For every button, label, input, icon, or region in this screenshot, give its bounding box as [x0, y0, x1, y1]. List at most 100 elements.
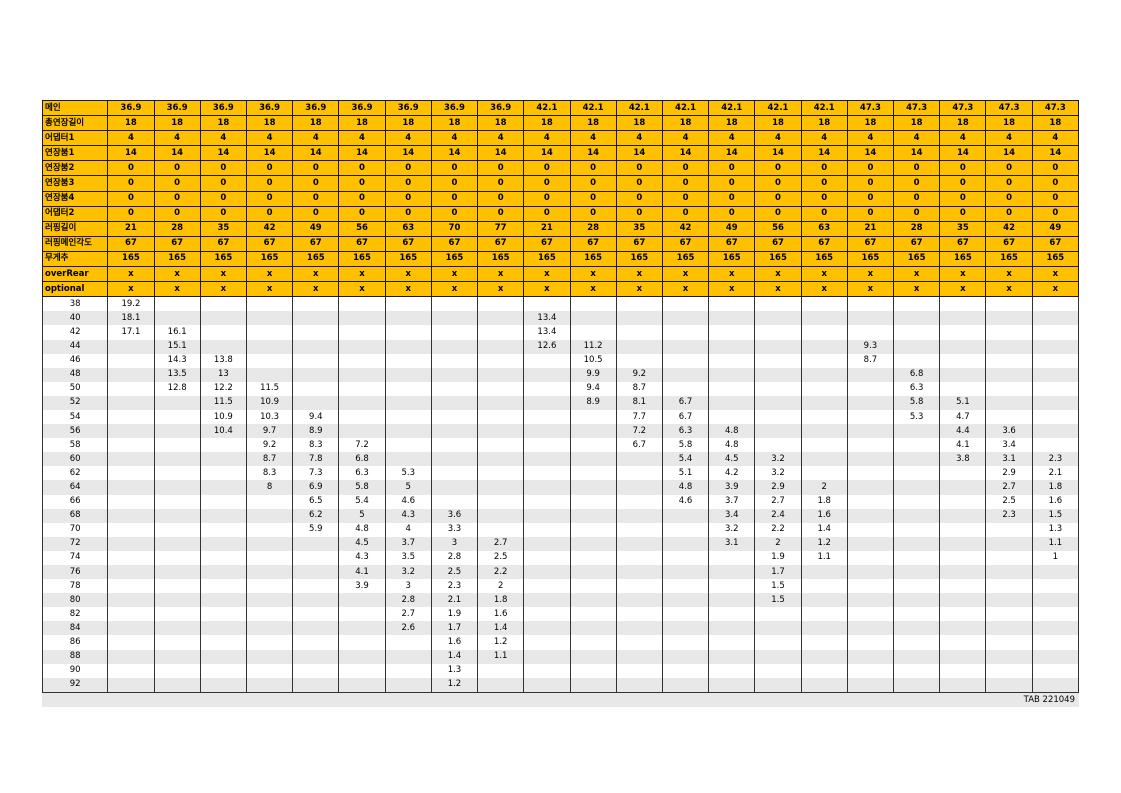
capacity-cell — [708, 677, 756, 693]
capacity-cell — [893, 311, 941, 326]
table-row: 88 1.4 1.1 — [41, 649, 1080, 664]
capacity-cell — [615, 677, 663, 693]
capacity-cell — [338, 395, 386, 410]
config-cell: x — [569, 281, 617, 298]
capacity-cell — [199, 635, 247, 650]
capacity-cell — [1031, 409, 1080, 425]
config-cell: 0 — [1031, 205, 1080, 222]
capacity-cell — [292, 607, 340, 622]
capacity-cell: 8.9 — [292, 424, 340, 439]
capacity-cell — [893, 522, 941, 537]
capacity-cell — [153, 311, 201, 326]
capacity-cell — [153, 536, 201, 551]
config-cell: 0 — [846, 175, 895, 192]
capacity-cell — [199, 621, 247, 636]
radius-cell: 74 — [41, 550, 109, 565]
config-cell: 0 — [615, 205, 663, 222]
capacity-cell — [245, 550, 294, 565]
config-cell: x — [245, 266, 294, 283]
capacity-cell — [199, 452, 247, 467]
capacity-cell: 16.1 — [153, 325, 201, 340]
capacity-cell — [569, 325, 617, 340]
table-row: 86 1.6 1.2 — [41, 635, 1080, 650]
capacity-cell — [199, 536, 247, 551]
capacity-cell: 10.3 — [245, 409, 294, 425]
config-cell: 0 — [661, 160, 710, 177]
capacity-cell: 4.8 — [708, 424, 756, 439]
capacity-cell: 5.8 — [338, 480, 386, 495]
capacity-cell — [338, 339, 386, 354]
capacity-cell: 7.8 — [292, 452, 340, 467]
capacity-cell: 1.8 — [477, 593, 525, 608]
capacity-cell — [430, 480, 479, 495]
config-cell: x — [153, 266, 201, 283]
config-cell: 0 — [708, 175, 756, 192]
config-cell: 0 — [199, 175, 247, 192]
capacity-cell: 1.6 — [800, 508, 848, 523]
capacity-cell — [569, 522, 617, 537]
capacity-cell — [661, 635, 710, 650]
capacity-cell: 4.6 — [384, 494, 432, 509]
capacity-cell — [1031, 325, 1080, 340]
capacity-cell — [661, 296, 710, 312]
capacity-cell — [661, 367, 710, 382]
config-cell: 42.1 — [708, 99, 756, 117]
capacity-cell — [569, 424, 617, 439]
capacity-cell: 3.2 — [754, 466, 802, 481]
radius-cell: 58 — [41, 438, 109, 453]
radius-cell: 80 — [41, 593, 109, 608]
capacity-cell — [107, 593, 155, 608]
header-row-ext2: 연장붐2 0 0 0 0 0 0 0 0 0 0 0 0 0 0 0 0 0 0 0 0 0 — [41, 160, 1080, 177]
config-cell: 14 — [338, 145, 386, 162]
capacity-cell — [800, 325, 848, 340]
capacity-cell — [708, 353, 756, 368]
capacity-cell — [153, 480, 201, 495]
capacity-cell — [615, 621, 663, 636]
config-cell: 67 — [939, 235, 987, 252]
config-cell: 0 — [384, 160, 432, 177]
capacity-cell — [985, 296, 1033, 312]
radius-cell: 44 — [41, 339, 109, 354]
capacity-cell: 13.4 — [523, 325, 571, 340]
config-cell: 47.3 — [939, 99, 987, 117]
capacity-cell — [477, 339, 525, 354]
config-cell: 70 — [430, 220, 479, 237]
config-cell: x — [199, 281, 247, 298]
capacity-cell — [477, 480, 525, 495]
capacity-cell: 13.4 — [523, 311, 571, 326]
capacity-cell — [846, 508, 895, 523]
table-row: 92 1.2 — [41, 677, 1080, 693]
capacity-cell — [199, 550, 247, 565]
capacity-cell — [107, 480, 155, 495]
header-row-adapter2: 어댑터2 0 0 0 0 0 0 0 0 0 0 0 0 0 0 0 0 0 0 0 0 0 — [41, 205, 1080, 222]
capacity-cell: 5 — [338, 508, 386, 523]
config-cell: 0 — [107, 160, 155, 177]
config-cell: x — [430, 281, 479, 298]
capacity-cell: 2.2 — [754, 522, 802, 537]
config-cell: 0 — [569, 205, 617, 222]
capacity-cell — [800, 452, 848, 467]
row-label: 러핑길이 — [41, 220, 109, 237]
capacity-cell — [569, 635, 617, 650]
capacity-cell: 7.3 — [292, 466, 340, 481]
radius-cell: 50 — [41, 381, 109, 396]
capacity-cell — [107, 395, 155, 410]
table-row: 46 14.3 13.8 10.5 8.7 — [41, 353, 1080, 368]
capacity-cell: 4.1 — [338, 565, 386, 580]
config-cell: 4 — [1031, 130, 1080, 147]
capacity-cell — [846, 466, 895, 481]
capacity-cell: 1.5 — [754, 579, 802, 594]
config-cell: 36.9 — [384, 99, 432, 117]
config-cell: 67 — [523, 235, 571, 252]
capacity-cell — [985, 381, 1033, 396]
config-cell: 165 — [708, 250, 756, 268]
config-cell: 4 — [754, 130, 802, 147]
capacity-cell: 5.9 — [292, 522, 340, 537]
capacity-cell: 6.7 — [661, 395, 710, 410]
capacity-cell: 3.2 — [708, 522, 756, 537]
capacity-cell — [708, 381, 756, 396]
capacity-cell: 6.7 — [615, 438, 663, 453]
capacity-cell — [199, 677, 247, 693]
capacity-cell: 14.3 — [153, 353, 201, 368]
config-cell: x — [846, 266, 895, 283]
